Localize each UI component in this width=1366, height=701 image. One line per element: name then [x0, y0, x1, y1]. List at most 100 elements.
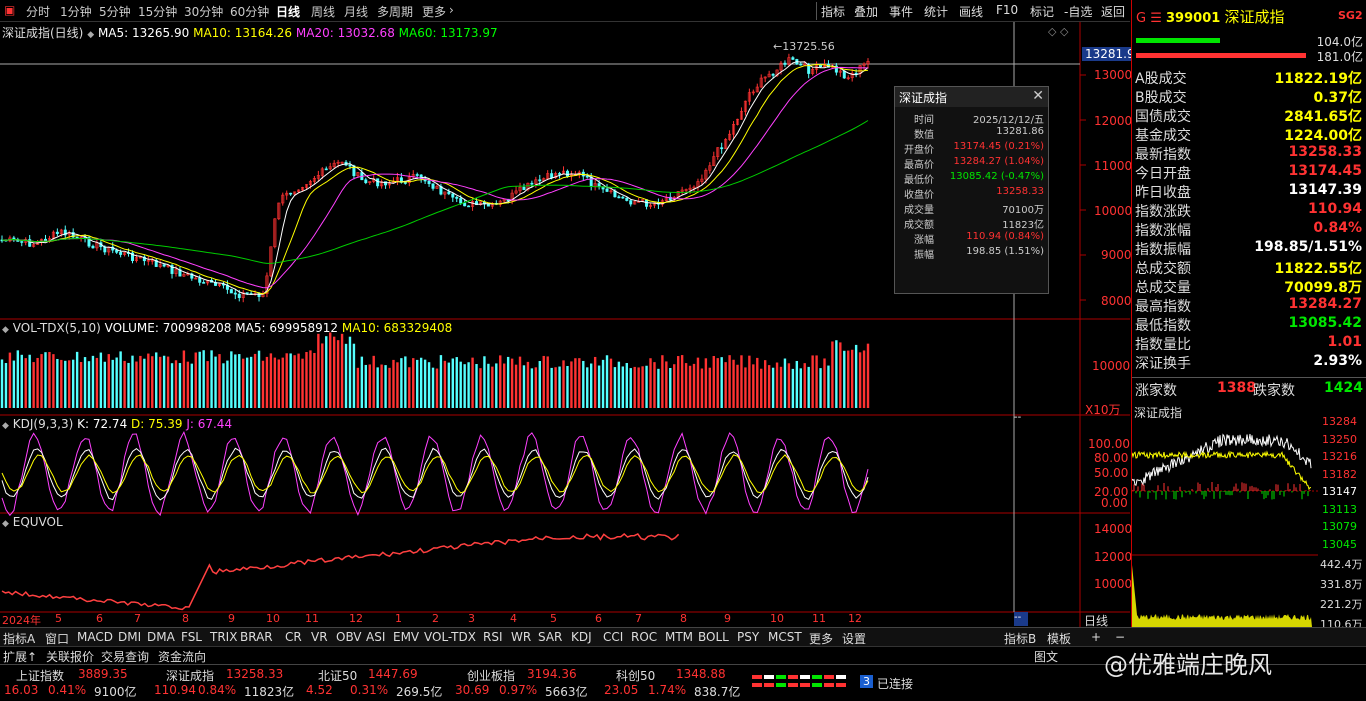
candle-body: [28, 239, 32, 247]
tab-1min[interactable]: 1分钟: [60, 5, 92, 19]
quote-value: 70099.8万: [1284, 280, 1362, 296]
tab-trade-query[interactable]: 交易查询: [101, 650, 150, 664]
indicator-tab[interactable]: VR: [311, 630, 328, 644]
volume-bar: [574, 358, 577, 408]
indicator-tab[interactable]: 更多: [809, 632, 834, 646]
volume-bar: [123, 360, 126, 408]
f10-button[interactable]: F10: [996, 3, 1019, 17]
tab-indicator-b[interactable]: 指标B: [1004, 632, 1037, 646]
intraday-mini-chart[interactable]: [1132, 415, 1366, 627]
connection-status: 已连接: [877, 677, 914, 691]
indicator-tab[interactable]: ROC: [631, 630, 658, 644]
tab-30min[interactable]: 30分钟: [184, 5, 224, 19]
draw-line-button[interactable]: 画线: [959, 5, 984, 19]
indicator-tab[interactable]: OBV: [336, 630, 362, 644]
watchlist-button[interactable]: -自选: [1064, 5, 1093, 19]
index-ticker[interactable]: 北证50 1447.69 4.52 0.31% 269.5亿: [306, 665, 454, 701]
indicator-tab[interactable]: SAR: [538, 630, 563, 644]
indicator-tab[interactable]: MACD: [77, 630, 113, 644]
indicator-tab[interactable]: EMV: [393, 630, 420, 644]
volume-bar: [763, 360, 767, 408]
indicator-tab[interactable]: WR: [511, 630, 532, 644]
tooltip-label: 数值: [914, 130, 934, 141]
candle-body: [32, 244, 36, 247]
zoom-out-button[interactable]: −: [1115, 630, 1126, 644]
tab-5min[interactable]: 5分钟: [99, 5, 131, 19]
indicator-tab[interactable]: VOL-TDX: [424, 630, 476, 644]
x-tick: 8: [182, 612, 189, 625]
tab-template[interactable]: 模板: [1047, 632, 1072, 646]
indicator-tab[interactable]: CR: [285, 630, 302, 644]
g-icon[interactable]: G: [1136, 11, 1147, 26]
volume-bar: [443, 360, 447, 408]
chevron-right-icon[interactable]: ›: [449, 3, 454, 17]
overlay-button[interactable]: 叠加: [854, 5, 879, 19]
tab-related-quotes[interactable]: 关联报价: [46, 650, 95, 664]
indicator-tab[interactable]: MTM: [665, 630, 694, 644]
indicator-tab[interactable]: DMI: [118, 630, 142, 644]
tab-daily[interactable]: 日线: [276, 5, 301, 19]
tab-15min[interactable]: 15分钟: [138, 5, 178, 19]
indicator-tab[interactable]: FSL: [181, 630, 202, 644]
indicator-tab[interactable]: BOLL: [698, 630, 729, 644]
dropdown-icon[interactable]: ◆: [2, 421, 9, 431]
indicator-tab[interactable]: BRAR: [240, 630, 273, 644]
quote-value: 110.94: [1307, 201, 1362, 217]
tab-monthly[interactable]: 月线: [344, 5, 369, 19]
indicator-tab[interactable]: DMA: [147, 630, 175, 644]
tab-weekly[interactable]: 周线: [311, 5, 336, 19]
volume-bar: [261, 360, 265, 408]
indicator-button[interactable]: 指标: [821, 5, 846, 19]
close-icon[interactable]: ✕: [1032, 88, 1044, 104]
index-ticker[interactable]: 创业板指 3194.36 30.69 0.97% 5663亿: [455, 665, 603, 701]
tab-fenshi[interactable]: 分时: [26, 5, 51, 19]
candle-body: [609, 190, 613, 193]
mini-y-tick: 13079: [1322, 520, 1357, 533]
menu-icon[interactable]: ☰: [1150, 11, 1162, 26]
heat-cell: [800, 683, 810, 687]
volume-bar: [526, 361, 530, 408]
dropdown-icon[interactable]: ◆: [2, 325, 9, 335]
return-button[interactable]: 返回: [1101, 5, 1126, 19]
tab-more[interactable]: 更多: [422, 5, 447, 19]
indicator-tab[interactable]: 窗口: [45, 632, 70, 646]
y-tick: 9000: [1101, 248, 1132, 262]
volume-bar: [447, 362, 451, 408]
volume-bar: [589, 363, 593, 408]
back-icon[interactable]: ▣: [4, 3, 16, 17]
tab-expand[interactable]: 扩展↑: [3, 650, 38, 664]
indicator-tab[interactable]: KDJ: [571, 630, 592, 644]
tab-capital-flow[interactable]: 资金流向: [158, 650, 207, 664]
vol-unit: X10万: [1085, 403, 1121, 417]
daily-period-tab[interactable]: 日线: [1084, 614, 1109, 628]
event-button[interactable]: 事件: [889, 5, 914, 19]
candle-body: [170, 265, 174, 274]
index-ticker[interactable]: 深证成指 13258.33 110.94 0.84% 11823亿: [154, 665, 302, 701]
ticker-change: 23.05: [604, 683, 639, 697]
indicator-tab[interactable]: MCST: [768, 630, 802, 644]
stats-button[interactable]: 统计: [924, 5, 949, 19]
index-ticker[interactable]: 科创50 1348.88 23.05 1.74% 838.7亿: [604, 665, 752, 701]
zoom-in-button[interactable]: +: [1091, 630, 1102, 644]
indicator-tab[interactable]: RSI: [483, 630, 503, 644]
extension-tab-bar: 扩展↑ 关联报价 交易查询 资金流向 图文: [0, 646, 1366, 664]
indicator-tab[interactable]: 设置: [842, 632, 867, 646]
volume-bar: [637, 367, 640, 408]
dropdown-icon[interactable]: ◆: [87, 30, 95, 40]
mark-button[interactable]: 标记: [1030, 5, 1055, 19]
indicator-tab[interactable]: CCI: [603, 630, 624, 644]
dropdown-icon[interactable]: ◆: [2, 519, 9, 529]
indicator-tab[interactable]: TRIX: [210, 630, 238, 644]
tooltip-row: 开盘价 13174.45 (0.21%): [895, 141, 1048, 156]
settings-diamond-icon[interactable]: ◇ ◇: [1048, 25, 1069, 38]
volume-bar: [866, 343, 870, 408]
tab-multi-period[interactable]: 多周期: [377, 5, 414, 19]
tab-graphic-text[interactable]: 图文: [1034, 650, 1059, 664]
volume-bar: [661, 355, 664, 408]
indicator-tab[interactable]: PSY: [737, 630, 760, 644]
indicator-tab[interactable]: 指标A: [3, 632, 36, 646]
tab-60min[interactable]: 60分钟: [230, 5, 270, 19]
indicator-tab[interactable]: ASI: [366, 630, 386, 644]
tooltip-label: 振幅: [914, 250, 934, 261]
index-ticker[interactable]: 上证指数 3889.35 16.03 0.41% 9100亿: [4, 665, 152, 701]
